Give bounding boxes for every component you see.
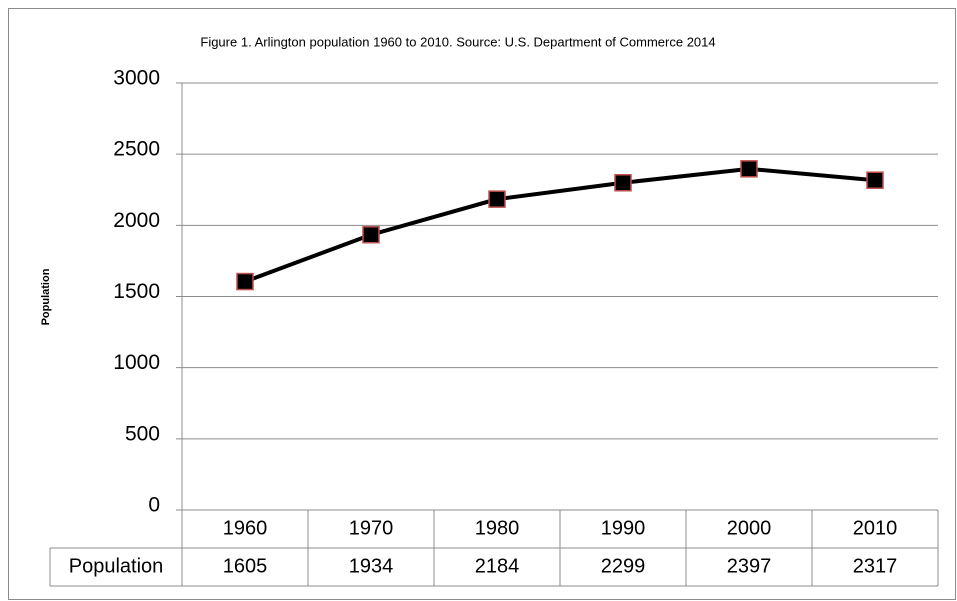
y-axis-label: Population [40,268,52,325]
y-tick-label: 0 [148,494,160,517]
marker [740,160,758,178]
table-value: 1605 [223,555,268,577]
marker [866,171,884,189]
table-value: 2317 [853,555,898,577]
table-value: 2184 [475,555,520,577]
y-tick-label: 500 [125,422,160,445]
chart-frame [8,8,956,600]
x-tick-label: 2000 [727,517,772,539]
x-tick-label: 1990 [601,517,646,539]
y-tick-label: 1500 [113,280,160,303]
x-tick-label: 1960 [223,517,268,539]
y-tick-label: 1000 [113,351,160,374]
x-tick-label: 2010 [853,517,898,539]
y-tick-label: 2000 [113,209,160,232]
table-row-label: Population [69,555,164,577]
y-tick-label: 3000 [113,67,160,90]
chart-title: Figure 1. Arlington population 1960 to 2… [200,34,715,49]
x-tick-label: 1980 [475,517,520,539]
marker [236,272,254,291]
table-value: 1934 [349,555,394,577]
table-value: 2397 [727,555,772,577]
marker [614,174,632,192]
y-tick-label: 2500 [113,138,160,161]
marker [488,190,506,208]
line [244,166,876,284]
x-tick-label: 1970 [349,517,394,539]
marker [362,225,380,244]
table-value: 2299 [601,555,646,577]
